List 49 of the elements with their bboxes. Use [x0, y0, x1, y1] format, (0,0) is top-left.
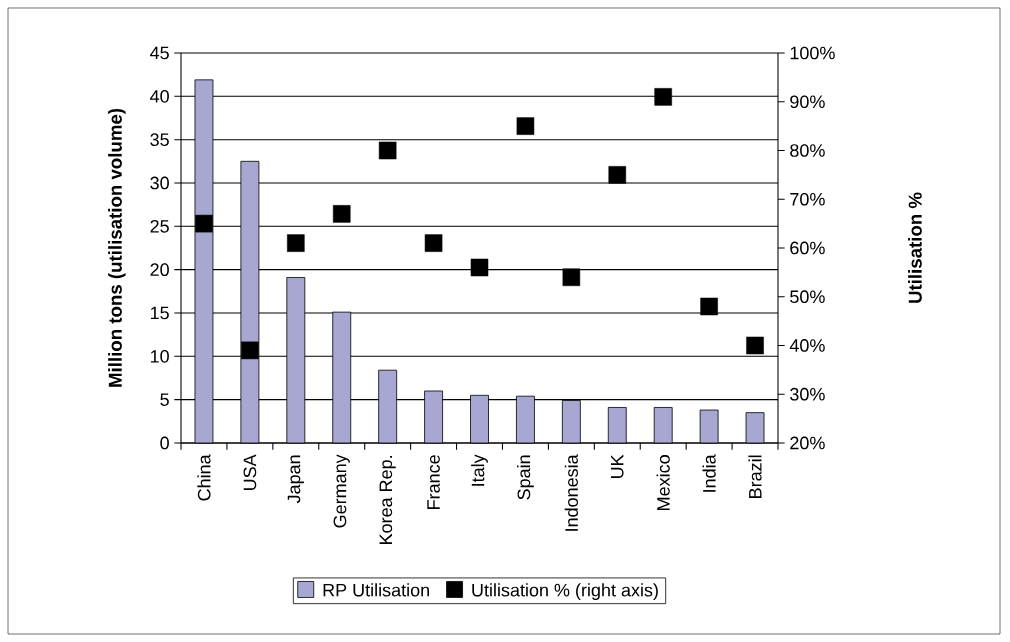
y-tick-label: 40 [150, 89, 169, 103]
y2-tick-label: 90% [790, 95, 825, 109]
y2-tick-label: 20% [790, 436, 825, 450]
x-tick-label: Mexico [656, 455, 670, 510]
x-tick-label: Spain [517, 455, 534, 500]
y-tick-label: 15 [150, 306, 169, 320]
x-tick-label: Korea Rep. [379, 456, 396, 544]
point [608, 166, 627, 184]
legend-label: RP Utilisation [323, 583, 429, 597]
y2-tick-label: 70% [790, 192, 825, 206]
x-tick-label: USA [243, 454, 257, 490]
y2-tick-label: 50% [790, 290, 825, 304]
point [424, 234, 443, 252]
y-tick-label: 45 [150, 46, 169, 60]
y-axis-title: Million tons (utilisation volume) [108, 108, 126, 387]
y-tick-label: 5 [160, 393, 169, 406]
x-tick-label: Indonesia [564, 454, 578, 531]
point [654, 88, 672, 106]
x-tick-label: Brazil [748, 455, 762, 498]
y-tick-label: 0 [160, 436, 169, 450]
x-tick-label: France [427, 455, 440, 509]
y-tick-label: 10 [150, 349, 169, 363]
x-tick-label: Germany [333, 454, 350, 528]
y-tick-label: 35 [150, 133, 169, 147]
y2-axis-title: Utilisation % [908, 192, 922, 303]
point [241, 341, 259, 360]
x-tick-label: Japan [287, 455, 304, 504]
y-tick-label: 30 [150, 176, 169, 190]
point [562, 268, 581, 287]
x-tick-label: India [702, 454, 716, 492]
y-tick-label: 20 [150, 263, 169, 277]
y2-tick-label: 100% [790, 46, 835, 60]
y2-tick-label: 80% [790, 144, 825, 157]
x-tick-label: Italy [471, 454, 488, 486]
point [746, 336, 764, 355]
point [195, 214, 213, 233]
point [470, 258, 489, 277]
y2-tick-label: 60% [790, 241, 825, 255]
y2-tick-label: 30% [790, 387, 825, 401]
point [516, 117, 535, 135]
point [378, 141, 397, 160]
point [700, 297, 718, 316]
y2-tick-label: 40% [789, 339, 825, 352]
y-tick-label: 25 [150, 219, 169, 233]
point [332, 205, 351, 223]
x-tick-label: UK [611, 454, 624, 478]
point [287, 234, 305, 252]
legend-label: Utilisation % (right axis) [472, 583, 658, 601]
x-tick-label: China [197, 454, 211, 501]
